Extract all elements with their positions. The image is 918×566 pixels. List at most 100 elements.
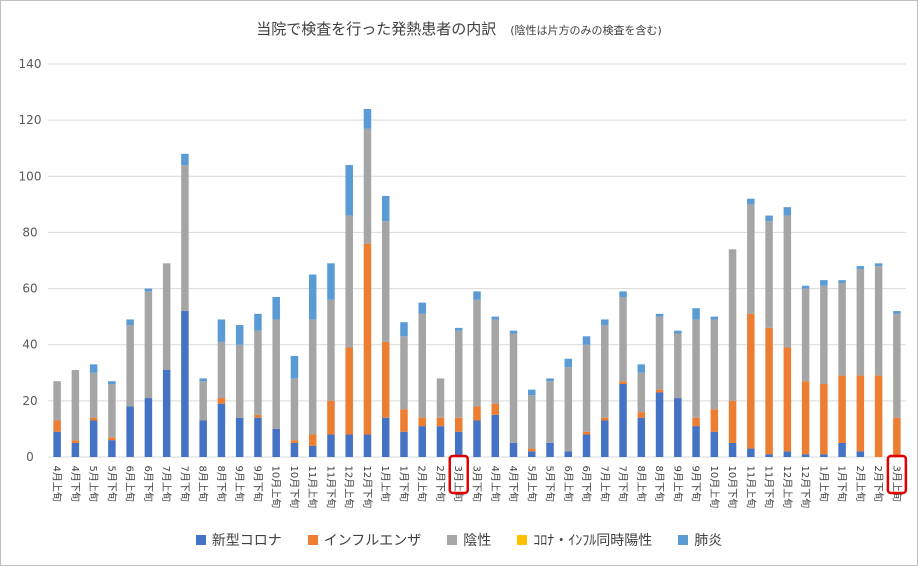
- x-tick-label: 12月下旬: [799, 466, 812, 509]
- bar-segment: [108, 384, 116, 438]
- bar-segment: [546, 381, 554, 443]
- bar-segment: [381, 417, 390, 457]
- bar-segment: [528, 451, 536, 457]
- bar-segment: [217, 341, 226, 399]
- x-tick-label: 7月下旬: [178, 466, 191, 502]
- bar-segment: [856, 451, 865, 457]
- bar-segment: [619, 384, 627, 457]
- x-tick-label: 4月上旬: [489, 466, 502, 502]
- bar-segment: [893, 311, 901, 314]
- x-tick-label: 11月下旬: [763, 466, 776, 509]
- bar-segment: [363, 108, 372, 129]
- bar-segment: [838, 375, 846, 443]
- x-tick-label: 6月上旬: [562, 466, 575, 502]
- bar-segment: [801, 288, 810, 382]
- bar-segment: [582, 431, 591, 435]
- x-tick-label: 9月上旬: [671, 466, 684, 502]
- x-tick-label: 1月上旬: [379, 466, 392, 502]
- bar-segment: [509, 442, 518, 457]
- legend-item: インフルエンザ: [307, 530, 421, 550]
- bar-segment: [692, 426, 700, 457]
- bar-segment: [327, 400, 335, 435]
- x-tick-label: 10月上旬: [708, 466, 721, 509]
- bar-segment: [290, 355, 299, 379]
- bar-segment: [747, 313, 755, 449]
- bar-segment: [637, 412, 646, 418]
- bar-segment: [290, 440, 299, 443]
- bar-segment: [601, 325, 609, 418]
- bar-segment: [747, 448, 755, 457]
- legend-label: 陰性: [463, 533, 492, 549]
- x-tick-label: 12月上旬: [343, 466, 356, 509]
- legend-swatch: [195, 535, 206, 545]
- bar-segment: [89, 372, 98, 418]
- bar-segment: [765, 327, 773, 455]
- x-tick-label: 3月上旬: [890, 466, 903, 502]
- chart-title: 当院で検査を行った発熱患者の内訳 (陰性は片方のみの検査を含む): [0, 18, 918, 39]
- legend-item: ｺﾛﾅ・ｲﾝﾌﾙ同時陽性: [517, 530, 652, 550]
- bar-segment: [747, 198, 755, 205]
- bar-segment: [528, 389, 536, 396]
- bar-segment: [838, 442, 846, 457]
- bar-segment: [290, 442, 299, 457]
- x-tick-label: 3月下旬: [471, 466, 484, 502]
- grid-layer: 0 20 40 60 80 100 120 140: [19, 57, 906, 464]
- x-tick-label: 2月下旬: [434, 466, 447, 502]
- bar-segment: [655, 316, 664, 390]
- bar-layer: [53, 108, 901, 457]
- bar-segment: [400, 336, 408, 410]
- bar-segment: [162, 263, 171, 370]
- x-tick-layer: 4月上旬 4月下旬 5月上旬 5月下旬 6月上旬 6月下旬 7月上旬 7月下旬 8月上旬 8月下旬…: [51, 465, 904, 508]
- bar-segment: [838, 282, 846, 376]
- bar-segment: [692, 417, 700, 427]
- bar-segment: [89, 417, 98, 421]
- x-tick-label: 7月下旬: [617, 466, 630, 502]
- bar-segment: [619, 381, 627, 385]
- bar-segment: [418, 426, 426, 457]
- bar-segment: [765, 454, 773, 457]
- bar-segment: [254, 313, 262, 331]
- bar-segment: [436, 426, 445, 457]
- bar-segment: [108, 440, 116, 457]
- bar-segment: [71, 442, 80, 457]
- bar-segment: [418, 302, 426, 314]
- bar-segment: [126, 319, 134, 326]
- x-tick-label: 4月下旬: [69, 466, 82, 502]
- bar-segment: [454, 330, 463, 418]
- bar-segment: [199, 378, 207, 382]
- legend-label: 肺炎: [694, 533, 723, 549]
- bar-segment: [820, 280, 828, 286]
- chart-subtitle: (陰性は片方のみの検査を含む): [510, 24, 662, 37]
- legend-label: ｺﾛﾅ・ｲﾝﾌﾙ同時陽性: [533, 533, 653, 549]
- y-tick-label: 100: [19, 169, 42, 183]
- bar-segment: [820, 285, 828, 385]
- bar-segment: [491, 403, 500, 415]
- bar-segment: [454, 431, 463, 457]
- bar-segment: [53, 431, 61, 457]
- bar-segment: [546, 442, 554, 457]
- bar-segment: [655, 389, 664, 393]
- bar-segment: [546, 378, 554, 382]
- bar-segment: [436, 417, 445, 427]
- bar-segment: [564, 451, 573, 457]
- highlight-box: [886, 454, 908, 495]
- bar-segment: [308, 434, 317, 446]
- bar-segment: [126, 325, 134, 407]
- x-tick-label: 10月下旬: [726, 466, 739, 509]
- x-tick-label: 2月下旬: [872, 466, 885, 502]
- bar-segment: [509, 330, 518, 334]
- y-tick-label: 120: [19, 113, 42, 127]
- bar-segment: [272, 296, 280, 320]
- bar-segment: [838, 280, 846, 283]
- bar-segment: [363, 243, 372, 435]
- bar-segment: [71, 369, 80, 441]
- bar-segment: [783, 207, 792, 216]
- bar-segment: [637, 417, 646, 457]
- bar-segment: [108, 381, 116, 385]
- bar-segment: [327, 263, 335, 300]
- x-tick-label: 2月上旬: [854, 466, 867, 502]
- bar-segment: [820, 454, 828, 457]
- bar-segment: [400, 431, 408, 457]
